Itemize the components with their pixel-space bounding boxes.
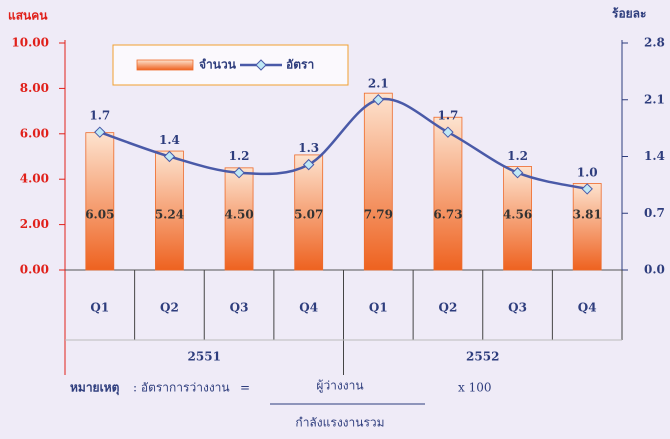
group-label: 2552 (466, 350, 499, 364)
line-value-label: 1.2 (507, 149, 528, 163)
bar-value-label: 5.24 (155, 208, 184, 222)
bar-value-label: 7.79 (364, 208, 393, 222)
y-tick-label: 10.00 (11, 36, 49, 50)
line-marker (511, 167, 524, 179)
legend-swatch (136, 59, 194, 71)
legend-label: อัตรา (286, 58, 314, 72)
x-tick-label: Q1 (369, 301, 388, 315)
y2-tick-label: 0.7 (644, 206, 665, 220)
line (99, 97, 588, 191)
legend-marker (255, 59, 267, 71)
line-value-label: 2.1 (368, 76, 389, 90)
x-tick-label: Q3 (230, 301, 249, 315)
x-tick-label: Q3 (508, 301, 527, 315)
line-value-label: 1.3 (298, 141, 319, 155)
y2-tick-label: 0.0 (644, 263, 665, 277)
x-tick-label: Q4 (578, 301, 597, 315)
y2-tick-label: 1.4 (644, 149, 665, 163)
group-label: 2551 (188, 350, 221, 364)
bar-value-label: 5.07 (294, 208, 323, 222)
y2-tick-label: 2.1 (644, 92, 665, 106)
line-marker (163, 150, 176, 163)
bar-value-label: 6.73 (433, 208, 462, 222)
bar-value-label: 6.05 (85, 208, 114, 222)
note-label: หมายเหตุ (70, 381, 120, 396)
bar (85, 132, 115, 271)
note-equals: = (240, 381, 250, 395)
line-value-label: 1.7 (437, 109, 458, 123)
line-value-label: 1.4 (159, 133, 180, 147)
bar (363, 92, 393, 271)
line-marker (442, 126, 454, 138)
x-tick-label: Q2 (160, 301, 179, 315)
y2-tick-label: 2.8 (644, 36, 665, 50)
line-marker (94, 126, 106, 138)
line-marker (302, 158, 315, 171)
note-denominator: กำลังแรงงานรวม (295, 416, 384, 430)
y-axis-title: แสนคน (8, 9, 48, 23)
y-tick-label: 0.00 (20, 263, 49, 277)
note-multiplier: x 100 (458, 381, 492, 395)
legend-label: จำนวน (199, 58, 237, 72)
note-numerator: ผู้ว่างงาน (316, 379, 363, 394)
y-tick-label: 4.00 (20, 172, 49, 186)
y2-axis-title: ร้อยละ (612, 7, 646, 21)
x-tick-label: Q1 (90, 301, 109, 315)
bar (503, 166, 532, 271)
bar (433, 116, 463, 271)
x-tick-label: Q4 (299, 301, 318, 315)
bar-value-label: 3.81 (573, 208, 602, 222)
bar (294, 154, 324, 271)
line-marker (372, 94, 385, 106)
x-tick-label: Q2 (439, 301, 458, 315)
line-value-label: 1.7 (89, 109, 110, 123)
bar-value-label: 4.56 (503, 208, 532, 222)
line-marker (581, 183, 593, 195)
bar (155, 150, 184, 271)
note-text: : อัตราการว่างงาน (133, 381, 230, 395)
y-tick-label: 6.00 (20, 126, 49, 140)
y-tick-label: 2.00 (20, 217, 49, 231)
line-value-label: 1.2 (229, 149, 250, 163)
bar-value-label: 4.50 (224, 208, 253, 222)
y-tick-label: 8.00 (20, 81, 49, 95)
bar (572, 183, 602, 271)
line-marker (233, 167, 245, 179)
line-value-label: 1.0 (577, 165, 598, 179)
